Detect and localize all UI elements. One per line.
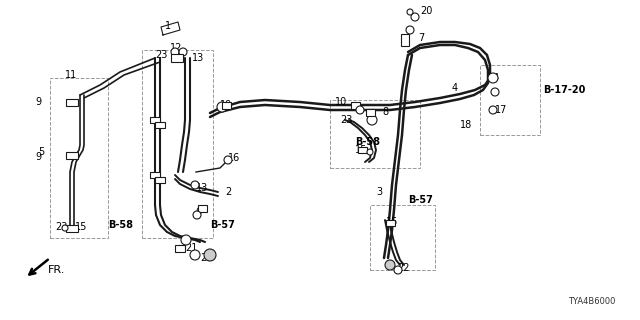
Text: 14: 14: [488, 73, 500, 83]
Circle shape: [394, 266, 402, 274]
Text: 23: 23: [155, 50, 168, 60]
Text: 22: 22: [397, 263, 410, 273]
Text: 15: 15: [75, 222, 88, 232]
Bar: [142, 50, 213, 238]
Text: FR.: FR.: [48, 265, 65, 275]
Text: 6: 6: [195, 207, 201, 217]
Text: 21: 21: [185, 243, 197, 253]
Circle shape: [171, 48, 179, 56]
Text: 15: 15: [355, 145, 367, 155]
Bar: [150, 172, 160, 178]
Circle shape: [407, 9, 413, 15]
Text: 22: 22: [200, 253, 212, 263]
Text: 7: 7: [418, 33, 424, 43]
Bar: [385, 220, 394, 226]
Text: 20: 20: [420, 6, 433, 16]
Text: B-58: B-58: [355, 137, 380, 147]
Circle shape: [367, 149, 373, 155]
Bar: [221, 101, 230, 108]
Circle shape: [411, 13, 419, 21]
Bar: [150, 117, 160, 123]
Bar: [66, 151, 78, 158]
Bar: [50, 78, 108, 238]
Text: 15: 15: [386, 217, 398, 227]
Text: 19: 19: [220, 100, 232, 110]
Bar: [66, 99, 78, 106]
Bar: [155, 122, 165, 128]
Text: 3: 3: [376, 187, 382, 197]
Circle shape: [190, 250, 200, 260]
Text: 8: 8: [382, 107, 388, 117]
Bar: [66, 225, 78, 231]
Circle shape: [356, 106, 364, 114]
Text: 12: 12: [170, 43, 182, 53]
Circle shape: [491, 88, 499, 96]
Text: 17: 17: [495, 105, 508, 115]
Text: 13: 13: [192, 53, 204, 63]
Text: 4: 4: [452, 83, 458, 93]
Circle shape: [179, 48, 187, 56]
Circle shape: [488, 73, 498, 83]
Circle shape: [217, 102, 227, 112]
Text: B-57: B-57: [408, 195, 433, 205]
Circle shape: [181, 235, 191, 245]
Text: 11: 11: [65, 70, 77, 80]
Text: 10: 10: [335, 97, 348, 107]
Text: B-17-20: B-17-20: [543, 85, 586, 95]
Circle shape: [62, 225, 68, 231]
Circle shape: [489, 106, 497, 114]
Bar: [198, 204, 207, 212]
Bar: [330, 100, 420, 168]
Text: 9: 9: [35, 152, 41, 162]
Bar: [358, 147, 367, 153]
Circle shape: [367, 115, 377, 125]
Text: 5: 5: [38, 147, 44, 157]
Bar: [175, 244, 185, 252]
Circle shape: [204, 249, 216, 261]
Text: 18: 18: [460, 120, 472, 130]
Text: B-57: B-57: [210, 220, 235, 230]
Text: 16: 16: [228, 153, 240, 163]
Bar: [171, 54, 183, 62]
Text: 1: 1: [165, 21, 171, 31]
Text: 9: 9: [35, 97, 41, 107]
Bar: [351, 101, 360, 108]
Bar: [480, 65, 540, 135]
Text: 23: 23: [55, 222, 67, 232]
Circle shape: [406, 26, 414, 34]
Text: 2: 2: [225, 187, 231, 197]
Bar: [401, 34, 409, 46]
Circle shape: [224, 156, 232, 164]
Text: 23: 23: [340, 115, 353, 125]
Text: TYA4B6000: TYA4B6000: [568, 298, 616, 307]
Bar: [370, 205, 435, 270]
Circle shape: [193, 211, 201, 219]
Bar: [155, 177, 165, 183]
Circle shape: [191, 181, 199, 189]
Bar: [365, 108, 374, 116]
Text: B-58: B-58: [108, 220, 133, 230]
Text: 13: 13: [196, 183, 208, 193]
Circle shape: [385, 260, 395, 270]
